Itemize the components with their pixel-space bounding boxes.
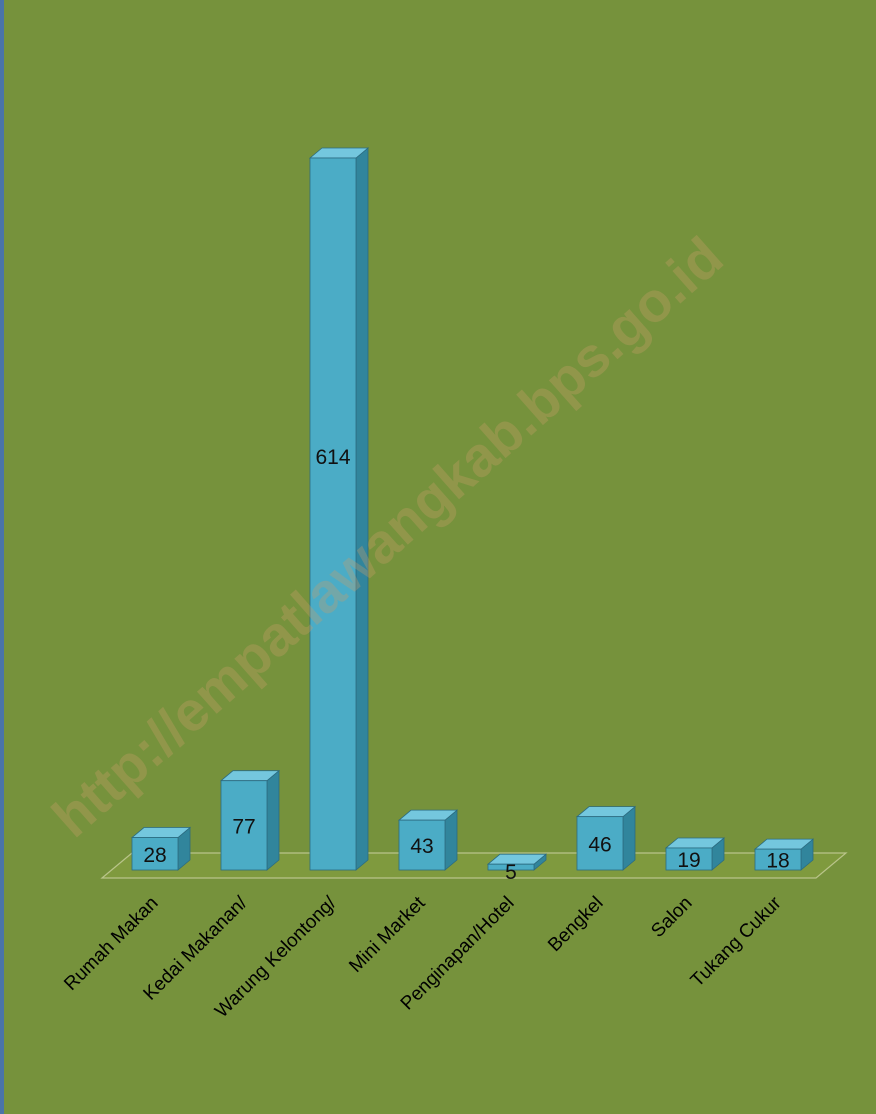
category-label: Mini Market [345, 892, 430, 977]
bar-front [131, 837, 179, 871]
data-label: 46 [588, 833, 611, 856]
data-label: 5 [505, 861, 517, 884]
data-label: 19 [677, 849, 700, 872]
bar-8 [753, 838, 815, 871]
bar-7 [664, 837, 726, 871]
data-label: 28 [143, 844, 166, 867]
bar-front [576, 816, 624, 871]
data-label: 77 [232, 815, 255, 838]
bar-3 [308, 147, 370, 871]
bar-front [309, 157, 357, 871]
category-label: Tukang Cukur [687, 892, 786, 991]
bar-5 [486, 853, 548, 871]
bar-1 [130, 826, 192, 871]
category-label: Bengkel [544, 893, 607, 956]
bar-front [487, 863, 535, 871]
bar-front [754, 848, 802, 871]
bar-2 [219, 769, 281, 871]
bar-side [266, 769, 280, 871]
bar-side [355, 147, 369, 871]
bar-4 [397, 809, 459, 871]
bar-side [622, 805, 636, 871]
bar-front [398, 819, 446, 871]
category-label: Salon [647, 893, 696, 942]
category-label: Rumah Makan [60, 893, 162, 995]
bar-6 [575, 805, 637, 871]
bar-front [220, 780, 268, 871]
data-label: 18 [766, 850, 789, 873]
chart-floor [100, 852, 848, 879]
watermark-text: http://empatlawangkab.bps.go.id [40, 225, 734, 849]
data-label: 43 [410, 835, 433, 858]
data-label: 614 [315, 446, 350, 469]
bar-front [665, 847, 713, 871]
